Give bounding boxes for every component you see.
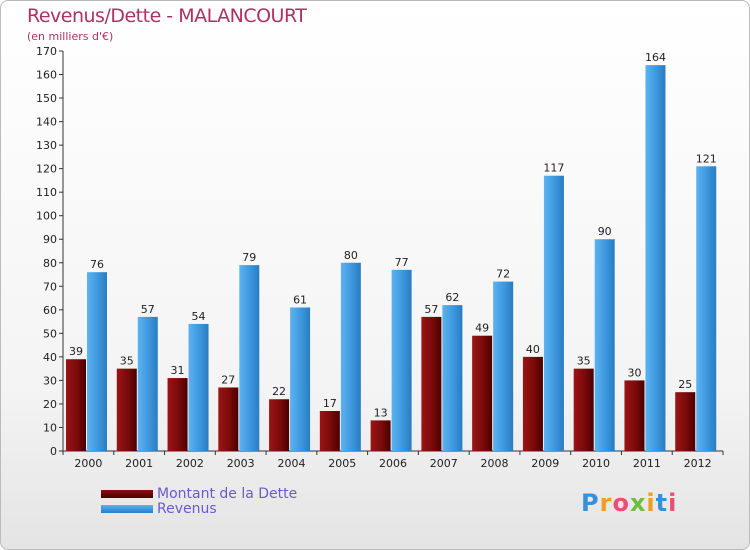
y-tick-label: 130 — [36, 139, 57, 152]
bar-debt-2001 — [116, 368, 137, 451]
data-label-revenus-2011: 164 — [645, 51, 666, 64]
x-tick-label: 2012 — [684, 457, 712, 470]
bar-debt-2003 — [218, 387, 239, 451]
legend-label-revenus: Revenus — [157, 501, 217, 517]
bar-revenus-2010 — [594, 239, 615, 451]
data-label-revenus-2000: 76 — [90, 258, 104, 271]
bar-debt-2008 — [472, 335, 493, 451]
logo-letter: o — [612, 489, 630, 517]
data-label-debt-2010: 35 — [577, 355, 591, 368]
data-label-revenus-2006: 77 — [395, 256, 409, 269]
bar-revenus-2004 — [290, 307, 311, 451]
data-label-debt-2011: 30 — [627, 366, 641, 379]
data-label-revenus-2007: 62 — [445, 291, 459, 304]
bar-debt-2007 — [421, 316, 442, 451]
data-label-debt-2009: 40 — [526, 343, 540, 356]
chart-subtitle: (en milliers d'€) — [27, 30, 114, 43]
data-label-revenus-2003: 79 — [242, 251, 256, 264]
logo-letter: i — [668, 489, 678, 517]
chart-title: Revenus/Dette - MALANCOURT — [27, 5, 307, 27]
bar-debt-2004 — [269, 399, 290, 451]
logo-letter: r — [599, 489, 613, 517]
y-tick-label: 110 — [36, 186, 57, 199]
bar-revenus-2009 — [543, 175, 564, 452]
x-tick-label: 2006 — [379, 457, 407, 470]
data-label-debt-2008: 49 — [475, 322, 489, 335]
bar-revenus-2000 — [87, 272, 107, 451]
data-label-revenus-2010: 90 — [598, 225, 612, 238]
x-tick-label: 2011 — [633, 457, 661, 470]
y-tick-label: 160 — [36, 69, 57, 82]
x-tick-label: 2001 — [125, 457, 153, 470]
x-tick-label: 2000 — [74, 457, 102, 470]
bar-debt-2002 — [167, 378, 188, 451]
y-tick-label: 170 — [36, 45, 57, 58]
y-tick-label: 40 — [43, 351, 57, 364]
bar-debt-2000 — [66, 359, 86, 451]
data-label-revenus-2005: 80 — [344, 249, 358, 262]
bar-revenus-2002 — [188, 323, 209, 451]
y-tick-label: 150 — [36, 92, 57, 105]
legend-swatch-debt — [101, 490, 153, 498]
bar-revenus-2006 — [391, 269, 412, 451]
y-tick-label: 100 — [36, 210, 57, 223]
bar-debt-2012 — [675, 392, 696, 451]
y-tick-label: 0 — [50, 445, 57, 458]
x-tick-label: 2005 — [328, 457, 356, 470]
data-label-revenus-2012: 121 — [696, 152, 717, 165]
data-label-debt-2001: 35 — [120, 355, 134, 368]
y-tick-label: 70 — [43, 280, 57, 293]
bar-debt-2009 — [522, 356, 543, 451]
data-label-revenus-2009: 117 — [543, 162, 564, 175]
data-label-revenus-2002: 54 — [192, 310, 206, 323]
data-label-debt-2000: 39 — [69, 345, 83, 358]
x-tick-label: 2004 — [277, 457, 305, 470]
data-label-debt-2002: 31 — [171, 364, 185, 377]
data-label-revenus-2004: 61 — [293, 293, 307, 306]
bar-revenus-2012 — [696, 166, 717, 451]
y-tick-label: 20 — [43, 398, 57, 411]
bar-debt-2006 — [370, 420, 391, 451]
bar-debt-2011 — [624, 380, 645, 451]
y-tick-label: 30 — [43, 374, 57, 387]
x-tick-label: 2002 — [176, 457, 204, 470]
bar-debt-2005 — [319, 411, 340, 451]
bar-revenus-2001 — [137, 316, 158, 451]
data-label-debt-2004: 22 — [272, 385, 286, 398]
x-tick-label: 2010 — [582, 457, 610, 470]
x-tick-label: 2009 — [531, 457, 559, 470]
data-label-revenus-2001: 57 — [141, 303, 155, 316]
logo-letter: t — [655, 489, 669, 517]
data-label-debt-2006: 13 — [374, 406, 388, 419]
data-label-debt-2012: 25 — [678, 378, 692, 391]
y-tick-label: 10 — [43, 421, 57, 434]
y-tick-label: 120 — [36, 163, 57, 176]
logo-letter: x — [629, 489, 647, 517]
bar-debt-2010 — [573, 368, 594, 451]
data-label-revenus-2008: 72 — [496, 268, 510, 281]
logo-letter: i — [646, 489, 656, 517]
legend-label-debt: Montant de la Dette — [157, 486, 298, 502]
y-tick-label: 50 — [43, 327, 57, 340]
y-tick-label: 140 — [36, 116, 57, 129]
x-tick-label: 2008 — [481, 457, 509, 470]
y-tick-label: 90 — [43, 233, 57, 246]
data-label-debt-2005: 17 — [323, 397, 337, 410]
x-tick-label: 2007 — [430, 457, 458, 470]
legend-swatch-revenus — [101, 505, 153, 513]
bar-revenus-2008 — [493, 281, 514, 451]
x-tick-label: 2003 — [227, 457, 255, 470]
bar-revenus-2005 — [340, 262, 361, 451]
data-label-debt-2003: 27 — [221, 373, 235, 386]
data-label-debt-2007: 57 — [424, 303, 438, 316]
proxiti-logo: Proxiti — [581, 489, 677, 517]
logo-letter: P — [581, 489, 600, 517]
y-tick-label: 60 — [43, 304, 57, 317]
y-tick-label: 80 — [43, 257, 57, 270]
bar-revenus-2011 — [645, 65, 666, 451]
bar-revenus-2007 — [442, 305, 463, 451]
bar-revenus-2003 — [239, 265, 260, 451]
